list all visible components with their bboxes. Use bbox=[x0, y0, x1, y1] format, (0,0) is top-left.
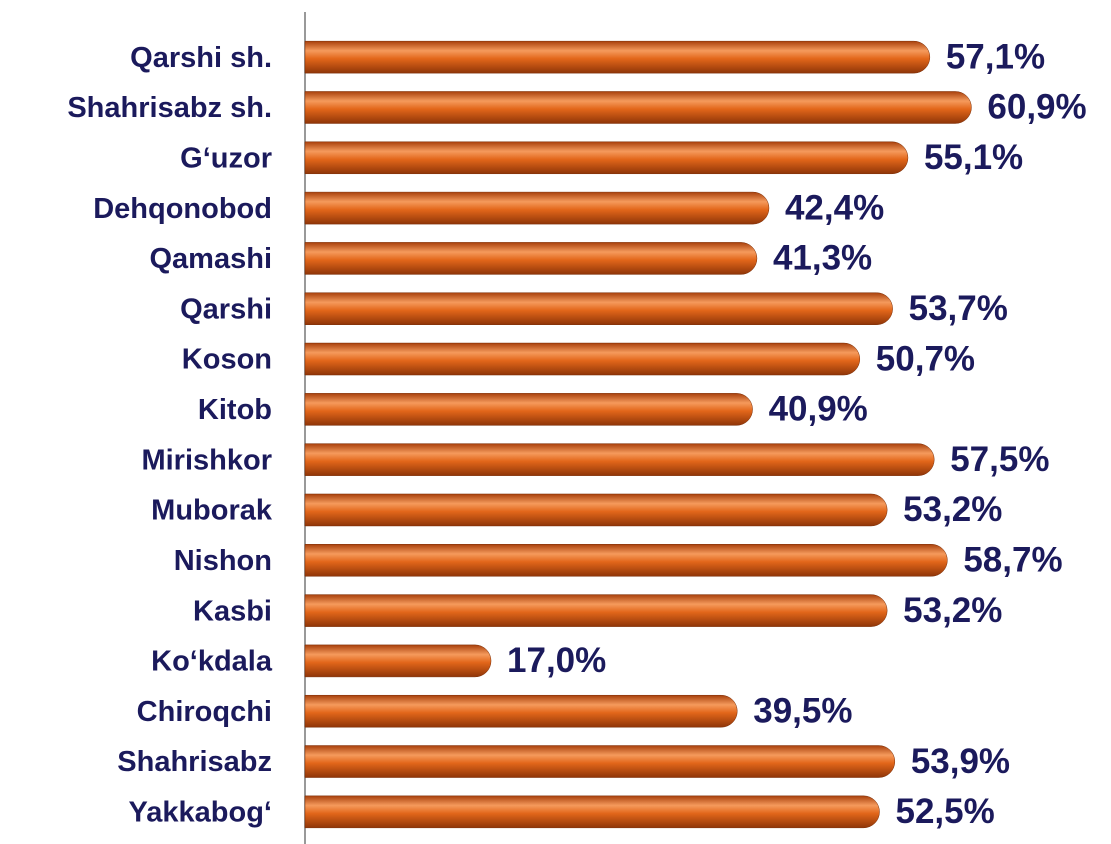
bar bbox=[304, 795, 880, 829]
category-label: Qarshi bbox=[180, 293, 272, 325]
value-label: 41,3% bbox=[773, 239, 872, 278]
bar bbox=[304, 443, 935, 476]
bar bbox=[304, 544, 948, 577]
category-label: Nishon bbox=[174, 545, 272, 577]
category-label: Kasbi bbox=[193, 595, 272, 627]
value-label: 40,9% bbox=[769, 390, 868, 429]
category-label: Shahrisabz sh. bbox=[67, 92, 272, 124]
value-label: 53,7% bbox=[909, 289, 1008, 328]
category-label: Yakkabog‘ bbox=[129, 797, 272, 829]
bar bbox=[304, 594, 888, 627]
value-label: 42,4% bbox=[785, 188, 884, 227]
value-label: 57,1% bbox=[946, 37, 1045, 76]
category-label: Kitob bbox=[198, 394, 272, 426]
bar bbox=[304, 141, 909, 175]
category-label: Chiroqchi bbox=[137, 696, 272, 728]
value-label: 39,5% bbox=[753, 691, 852, 730]
bar bbox=[304, 644, 492, 678]
category-label: Dehqonobod bbox=[93, 193, 272, 225]
value-label: 17,0% bbox=[507, 641, 606, 680]
category-label: Ko‘kdala bbox=[151, 646, 273, 678]
bar bbox=[304, 91, 972, 124]
value-label: 53,9% bbox=[911, 742, 1010, 781]
value-label: 53,2% bbox=[903, 591, 1002, 630]
value-label: 55,1% bbox=[924, 138, 1023, 177]
category-label: G‘uzor bbox=[180, 142, 272, 174]
category-label: Koson bbox=[182, 344, 272, 376]
value-label: 50,7% bbox=[876, 339, 975, 378]
bar bbox=[304, 393, 753, 426]
bar bbox=[304, 745, 896, 778]
bar bbox=[304, 242, 758, 275]
bar bbox=[304, 292, 893, 325]
category-label: Qamashi bbox=[150, 243, 273, 275]
value-label: 52,5% bbox=[896, 792, 995, 831]
category-label: Shahrisabz bbox=[117, 746, 272, 778]
value-label: 58,7% bbox=[963, 541, 1062, 580]
value-label: 53,2% bbox=[903, 490, 1002, 529]
category-label: Muborak bbox=[151, 495, 273, 527]
category-label: Mirishkor bbox=[141, 444, 272, 476]
category-label: Qarshi sh. bbox=[130, 42, 272, 74]
bar bbox=[304, 694, 738, 728]
value-label: 57,5% bbox=[950, 440, 1049, 479]
value-label: 60,9% bbox=[987, 88, 1086, 127]
bar bbox=[304, 342, 861, 376]
bar bbox=[304, 191, 770, 225]
bar bbox=[304, 40, 931, 74]
bar bbox=[304, 493, 888, 527]
